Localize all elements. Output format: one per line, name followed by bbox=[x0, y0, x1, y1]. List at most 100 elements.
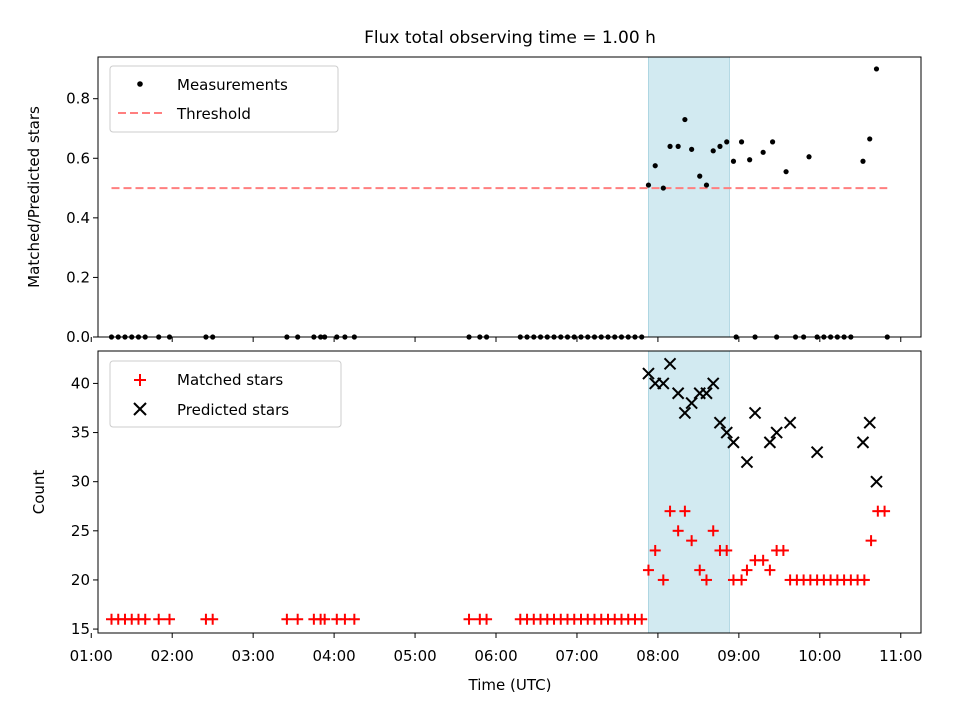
top-panel: 0.00.20.40.60.8 Matched/Predicted stars … bbox=[25, 56, 922, 346]
x-tick-label: 11:00 bbox=[879, 647, 922, 665]
matched-star-point bbox=[757, 554, 769, 566]
predicted-star-point bbox=[642, 367, 655, 380]
matched-star-point bbox=[207, 613, 219, 625]
y-tick-label: 25 bbox=[71, 522, 90, 540]
matched-stars-points bbox=[105, 505, 891, 625]
x-tick-label: 04:00 bbox=[312, 647, 355, 665]
y-tick-label: 0.4 bbox=[66, 209, 90, 227]
predicted-star-point bbox=[740, 455, 754, 469]
measurement-point bbox=[806, 154, 812, 160]
y-tick-label: 15 bbox=[71, 620, 90, 638]
matched-star-point bbox=[664, 505, 676, 517]
x-tick-label: 05:00 bbox=[393, 647, 436, 665]
bottom-y-axis-label: Count bbox=[30, 470, 48, 515]
top-y-axis-ticks: 0.0 0.2 0.4 0.6 0.8 bbox=[66, 90, 98, 346]
predicted-star-point bbox=[700, 387, 713, 400]
bottom-plot-frame bbox=[97, 350, 922, 634]
predicted-star-point bbox=[727, 436, 740, 449]
measurement-point bbox=[645, 182, 652, 188]
measurement-point bbox=[724, 139, 730, 145]
measurement-point bbox=[747, 157, 753, 163]
predicted-star-point bbox=[783, 416, 797, 429]
matched-star-point bbox=[642, 564, 654, 576]
matched-star-point bbox=[281, 613, 293, 625]
matched-star-point bbox=[879, 505, 891, 517]
predicted-star-point bbox=[863, 416, 876, 429]
bottom-y-axis-ticks: 15 20 25 30 35 40 bbox=[71, 374, 98, 638]
matched-star-point bbox=[694, 564, 706, 576]
matched-star-point bbox=[481, 613, 493, 625]
matched-star-point bbox=[777, 544, 789, 556]
y-tick-label: 35 bbox=[71, 424, 90, 442]
predicted-star-point bbox=[870, 475, 883, 488]
legend-measurements-label: Measurements bbox=[177, 76, 288, 94]
measurement-point bbox=[783, 169, 789, 175]
predicted-star-point bbox=[856, 436, 870, 449]
y-tick-label: 30 bbox=[71, 473, 90, 491]
measurement-point bbox=[769, 139, 776, 145]
bottom-legend: Matched stars Predicted stars bbox=[109, 360, 342, 428]
measurement-point bbox=[860, 158, 866, 164]
measurement-point bbox=[703, 182, 710, 188]
x-tick-label: 03:00 bbox=[232, 647, 275, 665]
measurement-point bbox=[710, 148, 716, 154]
matched-star-point bbox=[672, 525, 684, 537]
matched-star-point bbox=[686, 535, 698, 547]
measurement-point bbox=[730, 158, 737, 164]
matched-star-point bbox=[319, 613, 331, 625]
matched-star-point bbox=[865, 535, 877, 547]
legend-predicted-label: Predicted stars bbox=[177, 401, 289, 419]
y-tick-label: 0.8 bbox=[66, 90, 90, 108]
x-tick-label: 09:00 bbox=[717, 647, 760, 665]
top-y-axis-label: Matched/Predicted stars bbox=[25, 106, 43, 288]
x-axis-label: Time (UTC) bbox=[468, 676, 552, 694]
legend-threshold-label: Threshold bbox=[176, 105, 251, 123]
x-tick-label: 02:00 bbox=[151, 647, 194, 665]
y-tick-label: 40 bbox=[71, 374, 90, 392]
predicted-star-point bbox=[770, 426, 783, 439]
matched-star-point bbox=[764, 564, 776, 576]
x-tick-label: 06:00 bbox=[474, 647, 517, 665]
y-tick-label: 0.6 bbox=[66, 149, 90, 167]
measurement-point bbox=[682, 116, 688, 123]
bottom-panel: 15 20 25 30 35 40 01:00 02:00 03:00 04:00 05:00 06… bbox=[30, 350, 922, 694]
predicted-star-point bbox=[707, 377, 720, 390]
legend-predicted-marker bbox=[133, 402, 147, 416]
measurement-point bbox=[760, 149, 766, 155]
top-legend: Measurements Threshold bbox=[109, 65, 339, 133]
bottom-x-axis-ticks: 01:00 02:00 03:00 04:00 05:00 06:00 07:00 08:00… bbox=[70, 633, 922, 665]
predicted-star-point bbox=[748, 406, 762, 420]
measurement-point bbox=[667, 143, 673, 149]
top-x-axis-ticks bbox=[90, 337, 902, 342]
matched-star-point bbox=[700, 574, 712, 586]
predicted-star-point bbox=[678, 406, 692, 420]
matched-star-point bbox=[164, 613, 176, 625]
measurement-point bbox=[675, 143, 681, 149]
measurement-point bbox=[867, 136, 873, 142]
measurement-point bbox=[660, 185, 666, 191]
matched-star-point bbox=[721, 544, 733, 556]
matched-star-point bbox=[463, 613, 475, 625]
measurement-point bbox=[697, 173, 703, 179]
matched-star-point bbox=[348, 613, 360, 625]
measurement-point bbox=[689, 146, 695, 152]
matched-star-point bbox=[292, 613, 304, 625]
predicted-star-point bbox=[763, 436, 777, 449]
matched-star-point bbox=[736, 574, 748, 586]
matched-star-point bbox=[679, 505, 691, 517]
matched-star-point bbox=[741, 564, 753, 576]
predicted-star-point bbox=[713, 416, 727, 429]
measurement-point bbox=[738, 139, 745, 145]
matched-star-point bbox=[153, 613, 165, 625]
predicted-star-point bbox=[657, 377, 670, 390]
y-tick-label: 0.2 bbox=[66, 268, 90, 286]
measurement-point bbox=[717, 143, 723, 149]
y-tick-label: 0.0 bbox=[66, 328, 90, 346]
observing-window-span bbox=[648, 350, 730, 634]
matched-star-point bbox=[339, 613, 351, 625]
predicted-star-point bbox=[685, 396, 698, 410]
top-plot-frame bbox=[97, 56, 922, 338]
x-tick-label: 07:00 bbox=[555, 647, 598, 665]
legend-measurements-marker bbox=[137, 81, 143, 87]
